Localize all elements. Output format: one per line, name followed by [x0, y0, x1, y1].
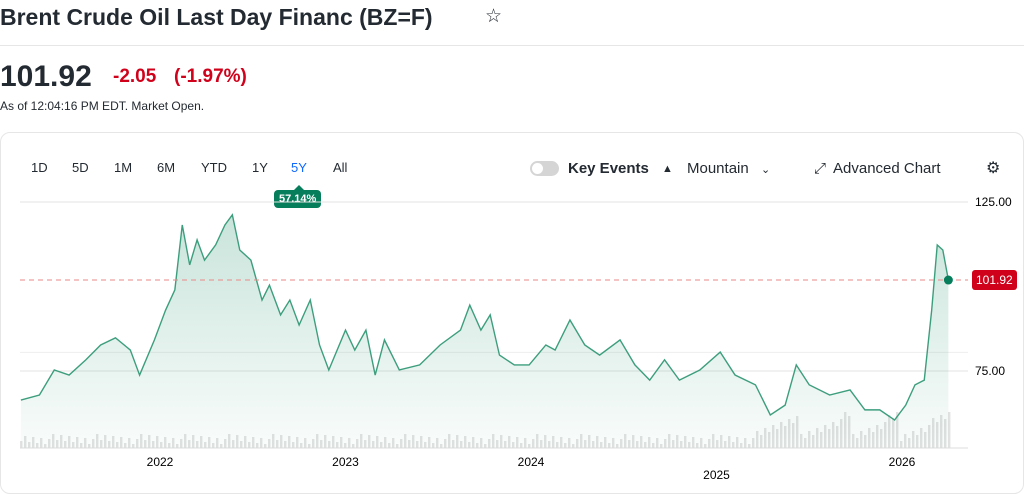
x-tick-label: 2026 [889, 455, 916, 469]
x-tick-label: 2022 [147, 455, 174, 469]
last-price-dot [944, 276, 953, 285]
x-tick-label: 2025 [703, 468, 730, 482]
y-tick-label: 125.00 [975, 195, 1012, 209]
x-tick-label: 2024 [518, 455, 545, 469]
last-price-label: 101.92 [972, 270, 1017, 290]
x-tick-label: 2023 [332, 455, 359, 469]
area-fill [21, 215, 949, 448]
y-tick-label: 75.00 [975, 364, 1005, 378]
